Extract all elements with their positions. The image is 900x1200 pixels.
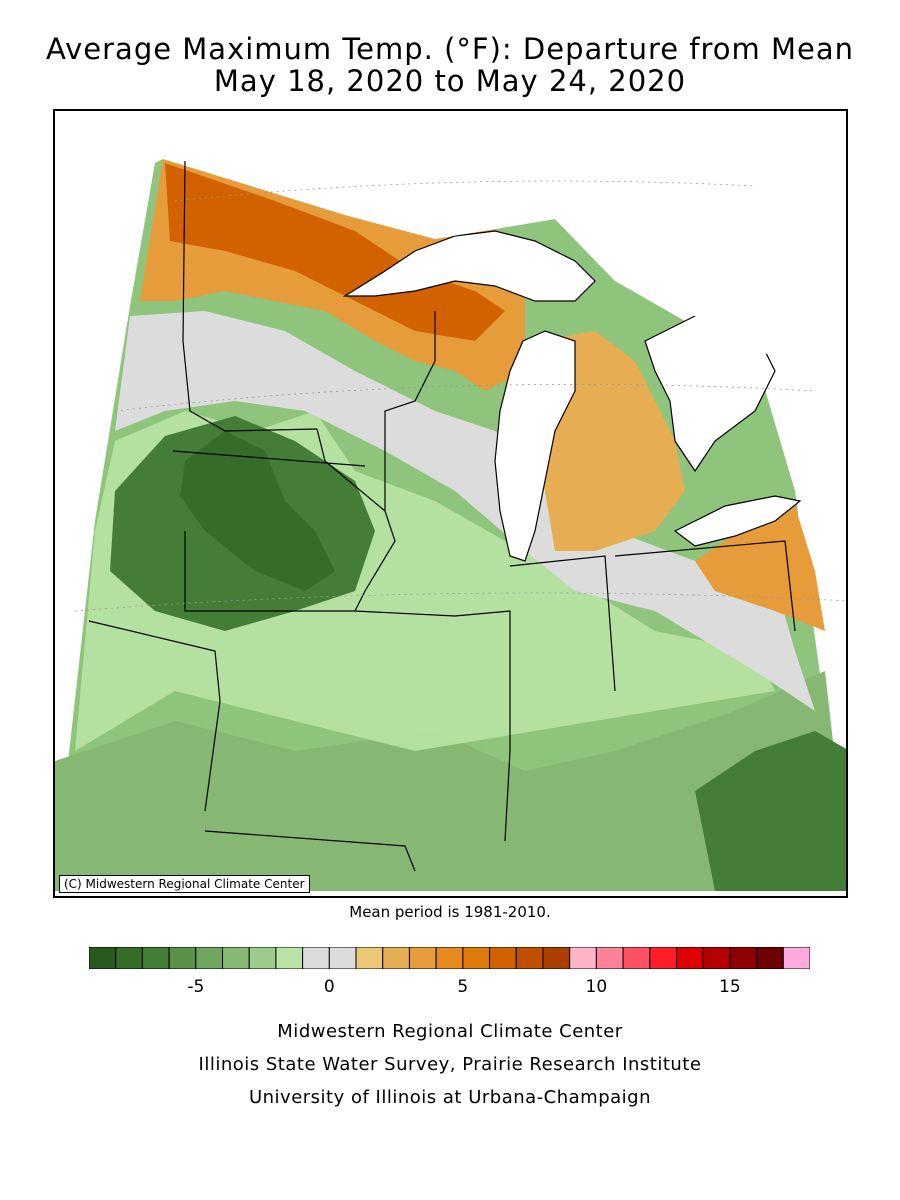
legend-color-box <box>435 947 464 969</box>
legend-color-box <box>248 947 277 969</box>
graticule <box>74 180 846 612</box>
legend-tick-label: 0 <box>323 977 335 997</box>
legend-tick-label: 15 <box>719 977 741 997</box>
legend-color-box <box>515 947 544 969</box>
ontario-no-data <box>155 111 846 491</box>
legend-color-box <box>408 947 437 969</box>
legend-color-box <box>675 947 704 969</box>
state-borders <box>88 160 796 872</box>
legend-color-box <box>141 947 170 969</box>
legend-color-box <box>302 947 330 969</box>
neutral-gray-band <box>115 311 815 711</box>
legend-color-box <box>275 947 304 969</box>
legend-color-box <box>328 947 357 969</box>
legend-color-box <box>222 947 250 969</box>
footer-institute: Illinois State Water Survey, Prairie Res… <box>198 1054 702 1075</box>
eastern-dark-green <box>695 731 846 891</box>
lake-michigan <box>494 330 576 562</box>
color-scale-legend <box>89 947 810 969</box>
legend-tick-label: -5 <box>187 977 205 997</box>
legend-tick-label: 10 <box>585 977 608 997</box>
legend-color-box <box>622 947 651 969</box>
legend-color-box <box>542 947 571 969</box>
legend-color-box <box>595 947 624 969</box>
northern-warm-core <box>165 163 505 341</box>
footer-university: University of Illinois at Urbana-Champai… <box>248 1087 652 1108</box>
legend-color-box <box>489 947 517 969</box>
map-title: Average Maximum Temp. (°F): Departure fr… <box>45 32 855 66</box>
darker-green-core <box>180 431 335 591</box>
footer-organization: Midwestern Regional Climate Center <box>277 1021 623 1042</box>
map-date-range: May 18, 2020 to May 24, 2020 <box>213 64 687 98</box>
legend-color-box <box>462 947 491 969</box>
map-svg <box>55 111 846 891</box>
legend-color-box <box>355 947 384 969</box>
lake-erie <box>673 495 802 547</box>
ohio-warm-area <box>695 506 825 631</box>
legend-tick-label: 5 <box>457 977 469 997</box>
legend-color-box <box>729 947 758 969</box>
copyright-label: (C) Midwestern Regional Climate Center <box>59 875 310 893</box>
legend-color-box <box>382 947 410 969</box>
legend-color-box <box>649 947 677 969</box>
legend-color-box <box>168 947 197 969</box>
southern-green-area <box>55 671 846 891</box>
legend-color-box <box>702 947 731 969</box>
legend-color-box <box>756 947 784 969</box>
lake-superior <box>342 230 596 302</box>
legend-color-box <box>89 947 117 969</box>
mean-period-note: Mean period is 1981-2010. <box>349 903 551 921</box>
legend-color-box <box>115 947 143 969</box>
map-panel: (C) Midwestern Regional Climate Center <box>53 109 848 898</box>
legend-color-box <box>782 947 810 969</box>
legend-color-box <box>569 947 597 969</box>
legend-color-box <box>195 947 224 969</box>
